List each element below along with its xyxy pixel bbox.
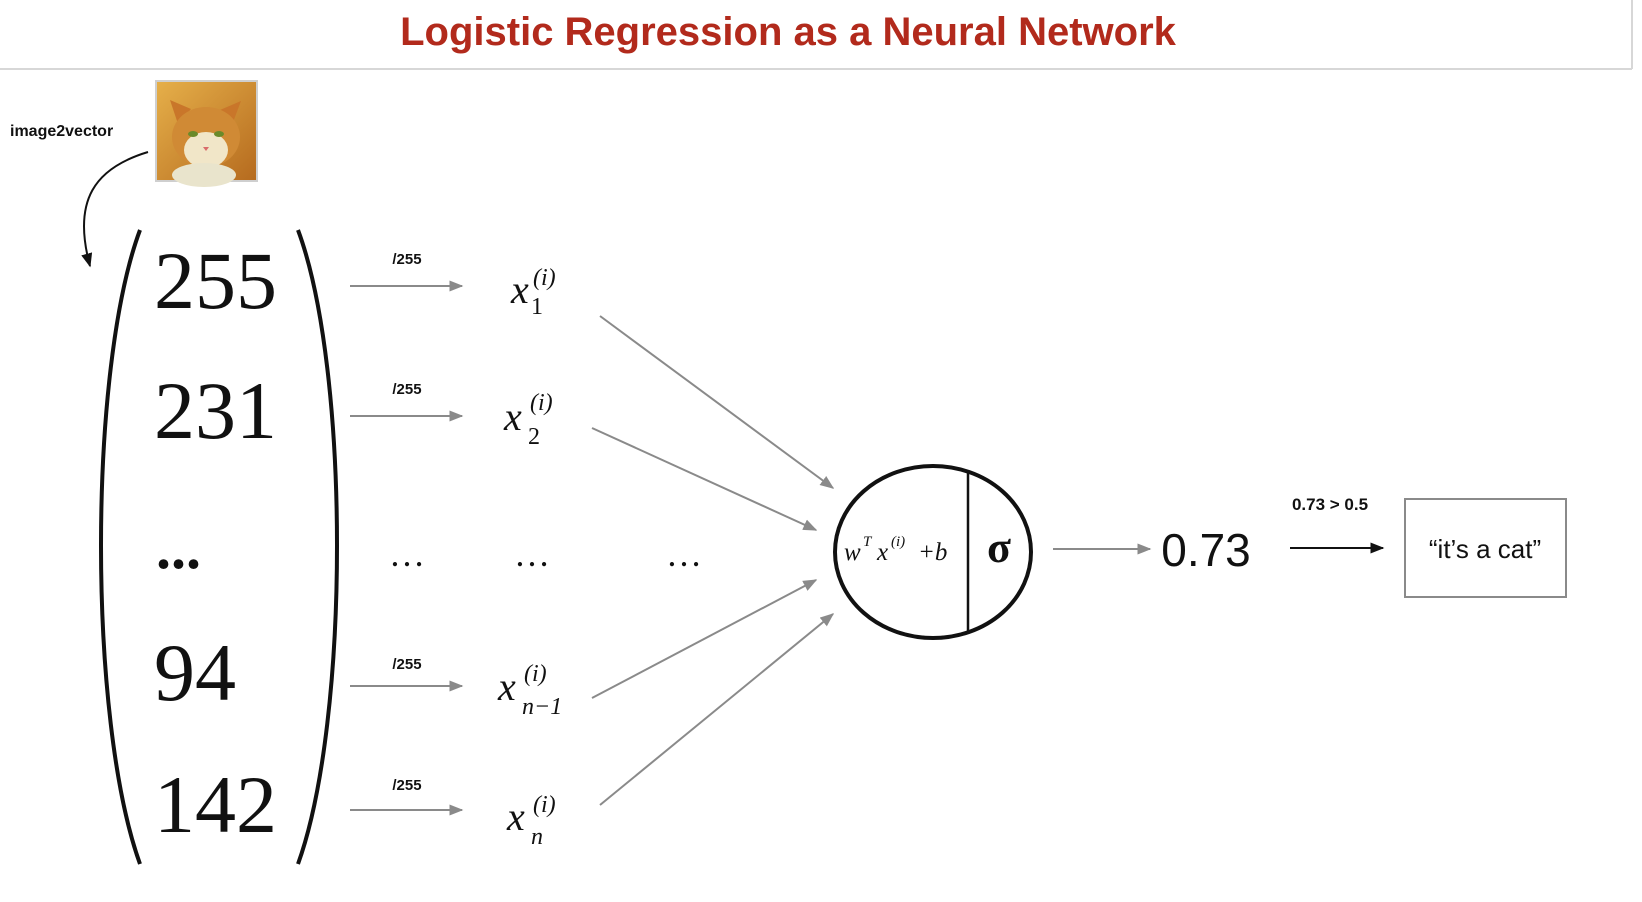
vector-values: 255 231 ... 94 142 [154, 235, 277, 850]
vector-value-2: 231 [154, 365, 277, 456]
input-xn: x (i) n [506, 792, 556, 850]
vector-value-5: 142 [154, 759, 277, 850]
input-xn-minus-1-subscript: n−1 [522, 694, 562, 720]
weight-arrow-2 [591, 427, 818, 531]
image2vector-arrow [81, 151, 149, 268]
linear-T: T [863, 534, 873, 550]
scale-label-4: /255 [392, 777, 421, 794]
ellipsis-2: … [514, 534, 550, 574]
input-x1: x (i) 1 [510, 265, 556, 320]
ellipsis-row: … … … [389, 534, 702, 574]
input-xn-minus-1: x (i) n−1 [497, 661, 562, 720]
image2vector-label: image2vector [10, 123, 113, 140]
weight-arrow-3 [591, 579, 818, 699]
weight-arrow-1 [599, 315, 835, 489]
linear-function: w T x (i) +b [844, 534, 947, 566]
input-x1-superscript: (i) [533, 265, 556, 291]
linear-b: +b [918, 539, 947, 566]
weight-arrows [591, 315, 835, 806]
title-bar: Logistic Regression as a Neural Network [0, 0, 1633, 70]
scale-arrows: /255 /255 /255 /255 [350, 251, 464, 816]
linear-x: x [876, 539, 888, 566]
linear-w: w [844, 539, 861, 566]
neuron-node: w T x (i) +b σ [833, 464, 1033, 640]
sigma-activation: σ [987, 523, 1011, 572]
weight-arrow-4 [599, 613, 835, 806]
input-x1-subscript: 1 [531, 294, 543, 320]
ellipsis-1: … [389, 534, 425, 574]
vector-left-bracket [99, 229, 142, 865]
input-x2-subscript: 2 [528, 424, 540, 450]
threshold-label: 0.73 > 0.5 [1292, 495, 1368, 514]
input-features: x (i) 1 x (i) 2 x (i) n−1 x (i) n [497, 265, 562, 850]
vector-value-1: 255 [154, 235, 277, 326]
input-x2-base: x [503, 394, 522, 439]
input-x1-base: x [510, 267, 529, 312]
input-xn-base: x [506, 794, 525, 839]
input-x2-superscript: (i) [530, 390, 553, 416]
input-xn-minus-1-superscript: (i) [524, 661, 547, 687]
slide-title: Logistic Regression as a Neural Network [400, 10, 1177, 54]
neuron-circle [833, 464, 1033, 640]
vector-value-4: 94 [154, 627, 236, 718]
vector-value-ellipsis: ... [156, 515, 201, 581]
vector-right-bracket [296, 229, 339, 865]
input-xn-minus-1-base: x [497, 664, 516, 709]
scale-label-1: /255 [392, 251, 421, 268]
input-x2: x (i) 2 [503, 390, 553, 450]
output-value: 0.73 [1161, 524, 1251, 576]
scale-label-2: /255 [392, 381, 421, 398]
scale-label-3: /255 [392, 656, 421, 673]
cat-photo-icon [155, 80, 258, 187]
input-xn-subscript: n [531, 824, 543, 850]
linear-i: (i) [891, 534, 905, 550]
input-xn-superscript: (i) [533, 792, 556, 818]
prediction-box: “it’s a cat” [1404, 498, 1567, 598]
prediction-text: “it’s a cat” [1429, 534, 1541, 564]
ellipsis-3: … [666, 534, 702, 574]
